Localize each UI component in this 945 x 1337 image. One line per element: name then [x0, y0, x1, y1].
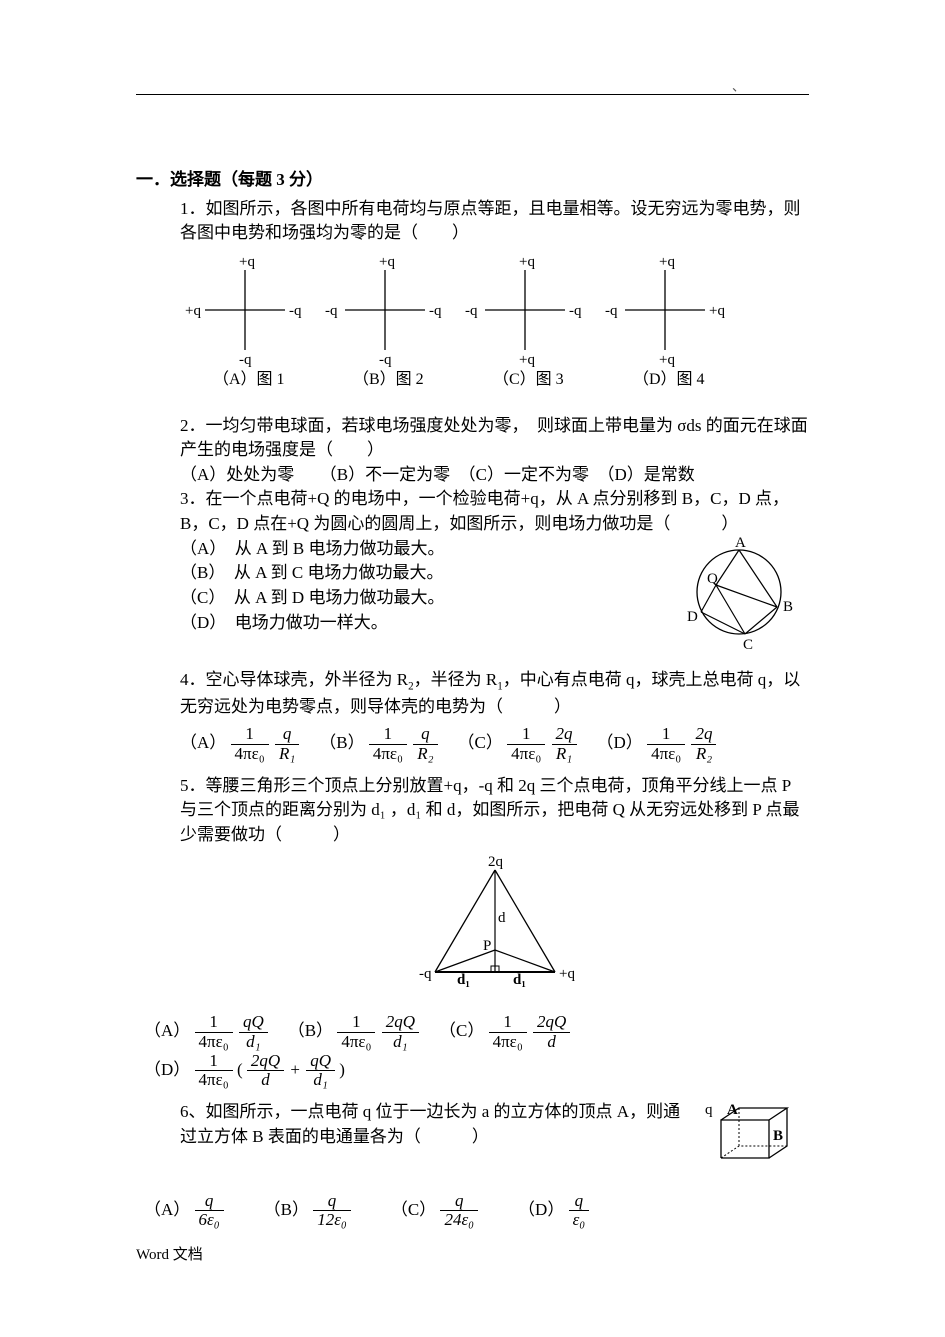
q4-optD: （D） 14πε₀ 2qR₂ [597, 725, 717, 763]
q5-optA: （A） 14πε₀ qQd₁ [144, 1013, 268, 1051]
q5-figure: 2q -q +q d P d₁ d₁ [180, 852, 809, 1010]
svg-text:q: q [705, 1102, 713, 1118]
svg-text:-q: -q [325, 303, 338, 319]
svg-text:A: A [727, 1102, 738, 1118]
svg-text:d: d [498, 910, 506, 926]
svg-text:（B）图 2: （B）图 2 [353, 370, 424, 388]
q3-figure: A B C D Q [669, 537, 809, 665]
q6-block: 6、如图所示，一点电荷 q 位于一边长为 a 的立方体的顶点 A，则通过立方体 … [180, 1100, 809, 1188]
q6-text: 6、如图所示，一点电荷 q 位于一边长为 a 的立方体的顶点 A，则通过立方体 … [180, 1100, 691, 1149]
svg-text:2q: 2q [488, 854, 504, 870]
q1-svg: +q -q +q -q （A）图 1 +q -q -q -q （B）图 2 +q +q -q -q （C… [180, 250, 740, 400]
svg-text:B: B [783, 599, 793, 615]
svg-text:+q: +q [659, 254, 675, 270]
svg-text:+q: +q [659, 352, 675, 368]
q5-opts: （A） 14πε₀ qQd₁ （B） 14πε₀ 2qQd₁ （C） 14πε₀… [144, 1013, 809, 1090]
q6-optC: （C） q24ε₀ [391, 1192, 478, 1230]
svg-text:-q: -q [239, 352, 252, 368]
q3-optC: （C） 从 A 到 D 电场力做功最大。 [180, 586, 669, 611]
q5-optC: （C） 14πε₀ 2qQd [439, 1013, 570, 1051]
q4-optA: （A） 14πε₀ qR₁ [180, 725, 299, 763]
svg-text:-q: -q [419, 966, 432, 982]
svg-text:d₁: d₁ [513, 972, 526, 988]
svg-text:-q: -q [465, 303, 478, 319]
q6-optD: （D） qε₀ [518, 1192, 589, 1230]
q3-block: （A） 从 A 到 B 电场力做功最大。 （B） 从 A 到 C 电场力做功最大… [180, 537, 809, 665]
q6-opts: （A） q6ε₀ （B） q12ε₀ （C） q24ε₀ （D） qε₀ [144, 1192, 809, 1230]
q5-optD: （D） 14πε₀ ( 2qQd + qQd₁ ) [144, 1052, 345, 1090]
top-rule [136, 94, 809, 95]
q4-optB: （B） 14πε₀ qR₂ [319, 725, 437, 763]
svg-text:-q: -q [289, 303, 302, 319]
svg-text:（C）图 3: （C）图 3 [493, 370, 564, 388]
svg-text:Q: Q [707, 571, 718, 587]
svg-text:+q: +q [379, 254, 395, 270]
q3-text: 3．在一个点电荷+Q 的电场中，一个检验电荷+q，从 A 点分别移到 B，C，D… [180, 487, 809, 536]
q2-opts: （A）处处为零 （B）不一定为零 （C）一定不为零 （D）是常数 [180, 463, 809, 488]
q4-opts: （A） 14πε₀ qR₁ （B） 14πε₀ qR₂ （C） 14πε₀ 2q… [180, 725, 809, 763]
q6-optA: （A） q6ε₀ [144, 1192, 224, 1230]
q3-optD: （D） 电场力做功一样大。 [180, 611, 669, 636]
q5-optB: （B） 14πε₀ 2qQd₁ [288, 1013, 419, 1051]
q6-figure: q A B [699, 1100, 809, 1188]
svg-text:+q: +q [709, 303, 725, 319]
section-title: 一．选择题（每题 3 分） [136, 168, 809, 193]
q3-optB: （B） 从 A 到 C 电场力做功最大。 [180, 561, 669, 586]
svg-text:-q: -q [429, 303, 442, 319]
svg-text:-q: -q [605, 303, 618, 319]
svg-text:B: B [773, 1128, 783, 1144]
svg-text:+q: +q [559, 966, 575, 982]
svg-text:d₁: d₁ [457, 972, 470, 988]
q4-text: 4．空心导体球壳，外半径为 R2，半径为 R1，中心有点电荷 q，球壳上总电荷 … [180, 668, 809, 719]
q6-optB: （B） q12ε₀ [264, 1192, 351, 1230]
svg-text:+q: +q [519, 254, 535, 270]
q3-optA: （A） 从 A 到 B 电场力做功最大。 [180, 537, 669, 562]
q4-optC: （C） 14πε₀ 2qR₁ [458, 725, 577, 763]
svg-text:A: A [735, 537, 746, 551]
svg-text:-q: -q [569, 303, 582, 319]
q1-figures: +q -q +q -q （A）图 1 +q -q -q -q （B）图 2 +q +q -q -q （C… [180, 250, 809, 408]
svg-text:+q: +q [239, 254, 255, 270]
svg-text:D: D [687, 609, 698, 625]
svg-text:+q: +q [519, 352, 535, 368]
svg-text:+q: +q [185, 303, 201, 319]
q1-text: 1．如图所示，各图中所有电荷均与原点等距，且电量相等。设无穷远为零电势，则各图中… [180, 197, 809, 246]
svg-text:-q: -q [379, 352, 392, 368]
svg-text:（A）图 1: （A）图 1 [213, 370, 285, 388]
svg-text:C: C [743, 637, 753, 653]
q5-text: 5．等腰三角形三个顶点上分别放置+q，-q 和 2q 三个点电荷，顶角平分线上一… [180, 774, 809, 848]
svg-text:P: P [483, 938, 491, 954]
footer-text: Word 文档 [136, 1245, 203, 1267]
svg-text:（D）图 4: （D）图 4 [633, 370, 705, 388]
q2-text: 2．一均匀带电球面，若球电场强度处处为零， 则球面上带电量为 σds 的面元在球… [180, 414, 809, 463]
page-body: 一．选择题（每题 3 分） 1．如图所示，各图中所有电荷均与原点等距，且电量相等… [136, 168, 809, 1230]
